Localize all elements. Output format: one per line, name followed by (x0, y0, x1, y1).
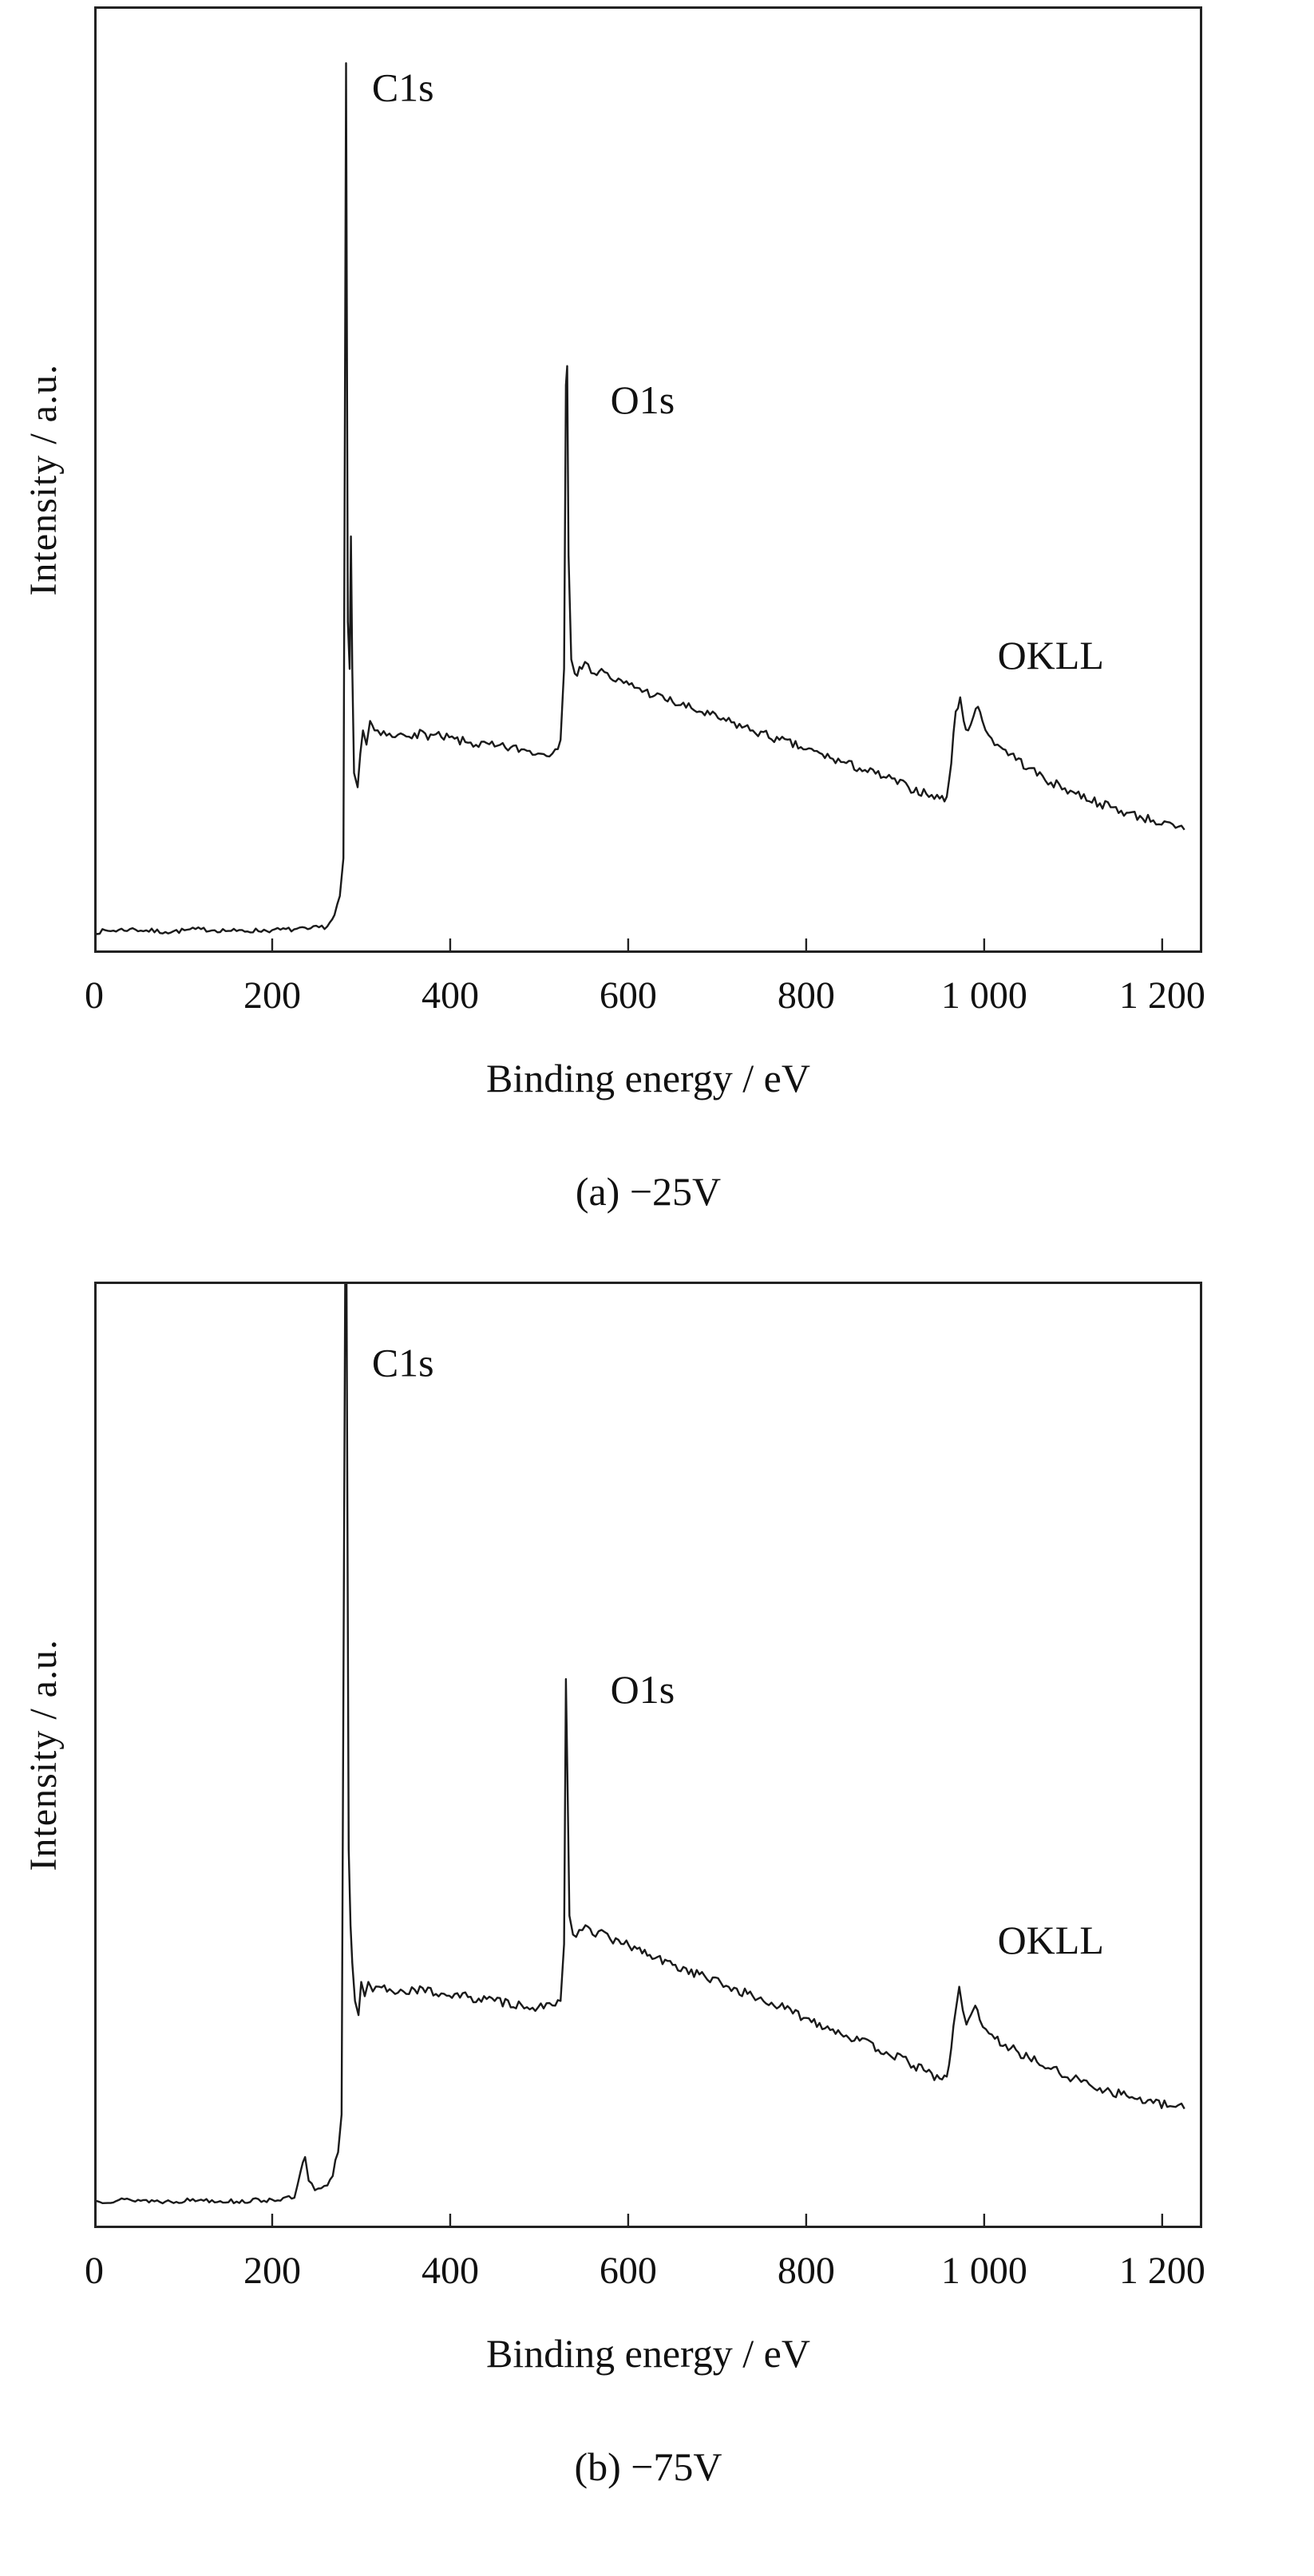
spectrum-trace (94, 1283, 1185, 2205)
plot-frame (94, 6, 1202, 953)
x-tick-label: 1 200 (1118, 974, 1205, 1017)
plot-frame (94, 1282, 1202, 2228)
x-tick-label: 200 (243, 2250, 301, 2292)
xps-chart-b: Intensity / a.u. C1s O1s OKLL 0 200 400 600 80… (0, 1282, 1314, 2490)
x-tick-label: 1 200 (1118, 2250, 1205, 2292)
x-axis-tick-labels: 0 200 400 600 800 1 000 1 200 (85, 953, 1205, 1026)
chart-caption-a: (a) −25V (575, 1169, 722, 1214)
x-axis-label: Binding energy / eV (486, 1056, 810, 1100)
x-tick-label: 1 000 (940, 974, 1027, 1017)
peak-label-c1s: C1s (372, 1341, 434, 1385)
x-tick-label: 200 (243, 974, 301, 1017)
peak-label-c1s: C1s (372, 65, 434, 110)
y-axis-label-container: Intensity / a.u. (13, 6, 73, 953)
x-tick-label: 0 (85, 2250, 104, 2292)
x-tick-label: 400 (421, 2250, 479, 2292)
x-tick-label: 0 (85, 974, 104, 1017)
peak-label-o1s: O1s (611, 1667, 675, 1712)
spectrum-plot-a: C1s O1s OKLL (94, 6, 1202, 953)
y-axis-label-container: Intensity / a.u. (13, 1282, 73, 2228)
figure-panel: Intensity / a.u. C1s O1s OKLL 0 200 400 600 80… (0, 0, 1314, 2490)
spectrum-plot-b: C1s O1s OKLL (94, 1282, 1202, 2228)
x-axis-label: Binding energy / eV (486, 2331, 810, 2376)
x-tick-label: 800 (777, 2250, 835, 2292)
x-tick-label: 600 (599, 974, 657, 1017)
x-tick-label: 1 000 (940, 2250, 1027, 2292)
x-tick-label: 800 (777, 974, 835, 1017)
peak-label-okll: OKLL (998, 1918, 1104, 1962)
x-tick-label: 600 (599, 2250, 657, 2292)
spectrum-trace (94, 62, 1185, 935)
xps-chart-a: Intensity / a.u. C1s O1s OKLL 0 200 400 600 80… (0, 0, 1314, 1215)
y-axis-label: Intensity / a.u. (22, 1638, 65, 1871)
chart-caption-b: (b) −75V (574, 2444, 722, 2489)
x-axis-tick-labels: 0 200 400 600 800 1 000 1 200 (85, 2228, 1205, 2301)
peak-label-okll: OKLL (998, 633, 1104, 678)
x-tick-label: 400 (421, 974, 479, 1017)
y-axis-label: Intensity / a.u. (22, 363, 65, 596)
peak-label-o1s: O1s (611, 377, 675, 422)
